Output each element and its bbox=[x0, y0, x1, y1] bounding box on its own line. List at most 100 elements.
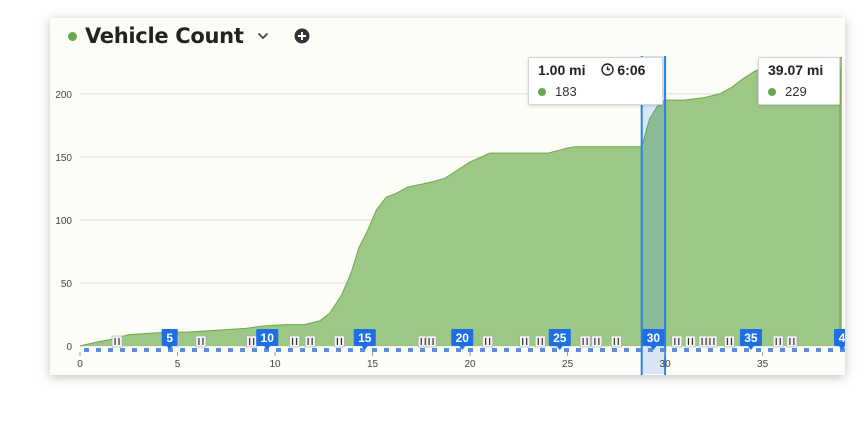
stop-marker bbox=[685, 335, 696, 348]
y-tick-label: 50 bbox=[61, 279, 73, 290]
mile-marker: 30 bbox=[642, 329, 665, 350]
baseline-tick bbox=[732, 348, 737, 352]
baseline-tick bbox=[612, 348, 617, 352]
x-tick-label: 0 bbox=[77, 359, 83, 370]
mile-marker-pointer bbox=[166, 346, 173, 350]
baseline-tick bbox=[240, 348, 245, 352]
stop-marker-box bbox=[786, 335, 798, 348]
stop-marker-box bbox=[304, 335, 316, 348]
y-tick-label: 0 bbox=[66, 342, 72, 353]
stop-marker bbox=[289, 335, 300, 348]
baseline-tick bbox=[324, 348, 329, 352]
mile-marker-box bbox=[548, 329, 571, 346]
baseline-tick bbox=[252, 348, 257, 352]
stop-marker bbox=[579, 335, 591, 348]
baseline-tick bbox=[636, 348, 641, 352]
mile-marker-label: 35 bbox=[744, 331, 758, 345]
mile-marker-pointer bbox=[556, 346, 563, 350]
baseline-tick bbox=[804, 348, 809, 352]
baseline-tick bbox=[204, 348, 209, 352]
end-tooltip: 39.07 mi 229 bbox=[758, 57, 840, 105]
series-dot bbox=[538, 87, 546, 96]
baseline-tick bbox=[564, 348, 569, 352]
mile-marker-pointer bbox=[839, 346, 845, 350]
baseline-tick bbox=[444, 348, 449, 352]
mile-marker-box bbox=[451, 329, 474, 346]
baseline-tick bbox=[180, 348, 185, 352]
cursor-distance: 1.00 mi bbox=[538, 62, 586, 78]
baseline-tick bbox=[120, 348, 125, 352]
x-tick-label: 30 bbox=[660, 359, 672, 370]
stop-marker-box bbox=[534, 335, 546, 348]
mile-marker-label: 10 bbox=[261, 331, 275, 345]
mile-marker-label: 30 bbox=[647, 331, 661, 345]
baseline-tick bbox=[336, 348, 341, 352]
stop-marker-box bbox=[611, 335, 622, 348]
clock-icon bbox=[601, 63, 615, 76]
baseline-tick bbox=[144, 348, 149, 352]
x-tick-label: 25 bbox=[562, 359, 574, 370]
mile-marker-pointer bbox=[361, 346, 368, 350]
plus-circle-icon[interactable] bbox=[294, 28, 310, 44]
stop-marker bbox=[724, 335, 735, 348]
chevron-down-icon[interactable] bbox=[256, 29, 270, 43]
chart-title: Vehicle Count bbox=[85, 24, 244, 48]
stop-marker bbox=[772, 335, 784, 348]
baseline-tick bbox=[792, 348, 797, 352]
mile-marker: 20 bbox=[451, 329, 474, 350]
mile-marker-box bbox=[642, 329, 665, 346]
cursor-time: 6:06 bbox=[617, 62, 646, 78]
series-line bbox=[79, 56, 843, 347]
baseline-tick bbox=[672, 348, 677, 352]
baseline-tick bbox=[708, 348, 713, 352]
stop-marker-box bbox=[519, 335, 530, 348]
stop-marker bbox=[706, 335, 718, 348]
y-tick-label: 100 bbox=[55, 216, 72, 227]
baseline-tick bbox=[384, 348, 389, 352]
stop-marker-box bbox=[772, 335, 784, 348]
end-value: 229 bbox=[785, 84, 807, 99]
baseline-tick bbox=[684, 348, 689, 352]
mile-marker: 4 bbox=[834, 329, 845, 350]
mile-marker: 10 bbox=[256, 329, 279, 350]
stop-marker bbox=[534, 335, 546, 348]
stop-marker-box bbox=[591, 335, 603, 348]
baseline-tick bbox=[780, 348, 785, 352]
baseline-tick bbox=[312, 348, 317, 352]
stop-marker bbox=[246, 335, 257, 348]
baseline-tick bbox=[300, 348, 305, 352]
baseline-tick bbox=[456, 348, 461, 352]
chart-card: Vehicle Count 0 50 100 150 200 5 10 15 20 25 30 35 4… bbox=[50, 18, 845, 375]
stop-marker-box bbox=[246, 335, 257, 348]
baseline-tick bbox=[276, 348, 281, 352]
baseline-tick bbox=[624, 348, 629, 352]
baseline-tick bbox=[588, 348, 593, 352]
x-tick-label: 15 bbox=[367, 359, 379, 370]
mile-marker-label: 25 bbox=[553, 331, 567, 345]
stop-marker bbox=[591, 335, 603, 348]
baseline-tick bbox=[600, 348, 605, 352]
stop-marker bbox=[334, 335, 345, 348]
mile-marker: 35 bbox=[739, 329, 762, 350]
series-color-dot bbox=[68, 31, 77, 41]
baseline-tick bbox=[504, 348, 509, 352]
baseline-tick bbox=[228, 348, 233, 352]
baseline-tick bbox=[768, 348, 773, 352]
mile-marker: 25 bbox=[548, 329, 571, 350]
y-tick-label: 150 bbox=[55, 153, 72, 164]
stop-marker-box bbox=[425, 335, 437, 348]
baseline-tick bbox=[168, 348, 173, 352]
baseline-tick bbox=[492, 348, 497, 352]
mile-marker-box bbox=[739, 329, 762, 346]
baseline-tick bbox=[360, 348, 365, 352]
stop-marker-box bbox=[671, 335, 683, 348]
baseline-tick bbox=[408, 348, 413, 352]
mile-marker-label: 20 bbox=[456, 331, 470, 345]
stop-marker bbox=[611, 335, 622, 348]
baseline-tick bbox=[156, 348, 161, 352]
baseline-tick bbox=[108, 348, 113, 352]
baseline-tick bbox=[744, 348, 749, 352]
mile-marker: 5 bbox=[161, 329, 178, 350]
baseline-tick bbox=[216, 348, 221, 352]
